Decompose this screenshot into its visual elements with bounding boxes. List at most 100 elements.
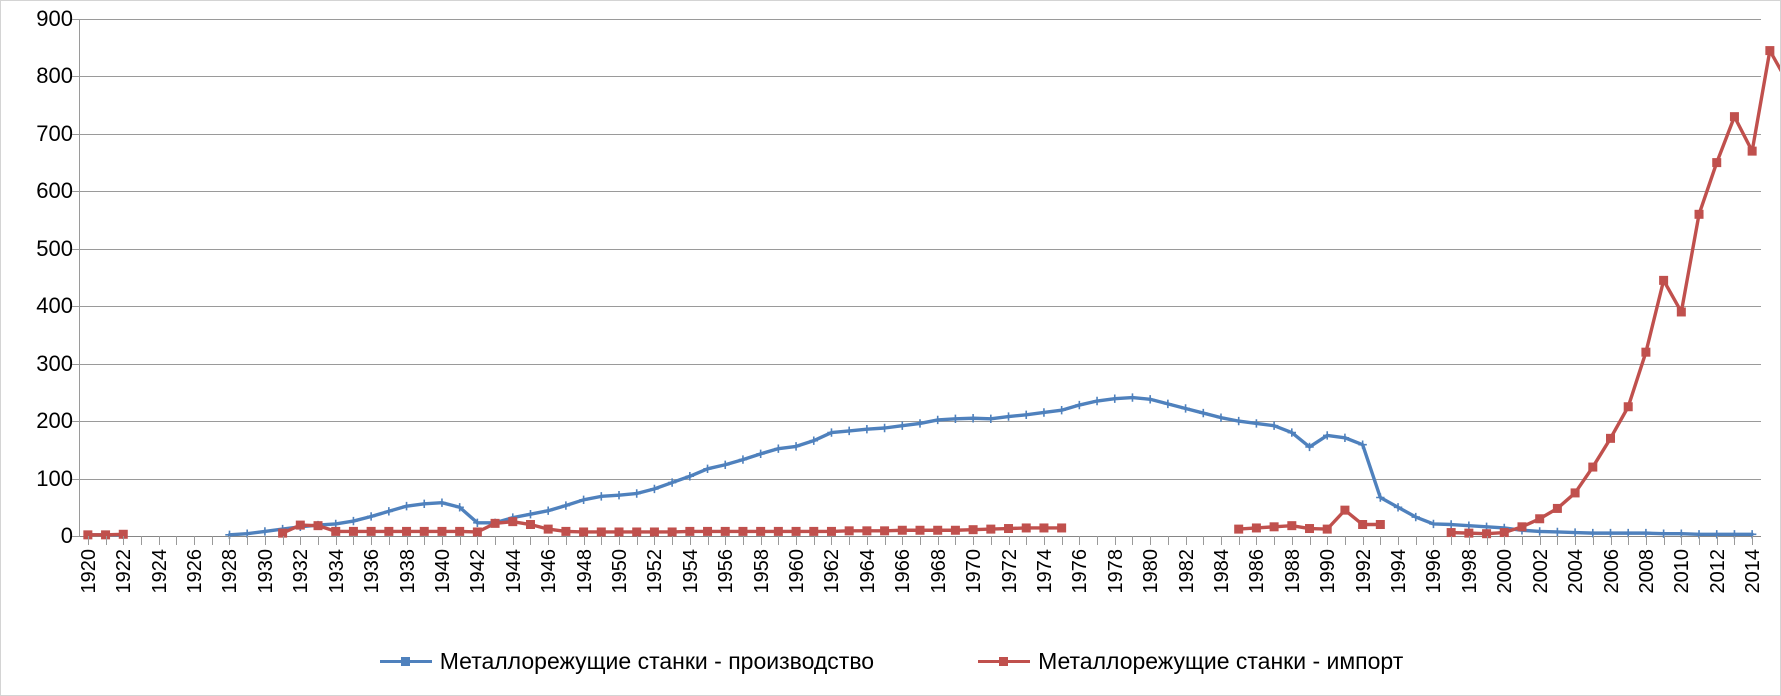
data-point-marker: [1199, 408, 1208, 418]
x-tick-label: 1988: [1281, 549, 1304, 594]
x-tick-mark: [318, 536, 320, 545]
x-axis-labels: 1920 1922 1924 1926 1928 1930 1932 1934 1936 1938…: [78, 549, 1764, 639]
x-tick-mark: [990, 536, 992, 545]
x-tick-label: 1932: [290, 549, 313, 594]
data-point-marker: [1163, 399, 1173, 409]
data-point-marker: [561, 526, 571, 536]
x-tick-mark: [884, 536, 886, 545]
data-point-marker: [1269, 421, 1279, 430]
data-point-marker: [331, 526, 341, 536]
data-point-marker: [1075, 400, 1084, 410]
x-tick-mark: [1344, 536, 1346, 545]
y-tick-mark: [72, 306, 80, 308]
x-tick-mark: [565, 536, 567, 545]
x-tick-label: 2014: [1742, 549, 1765, 594]
legend-swatch-production: [379, 653, 432, 669]
data-point-marker: [1234, 524, 1244, 534]
y-tick-label: 800: [36, 63, 73, 89]
data-point-marker: [862, 424, 872, 434]
data-point-marker: [402, 526, 412, 536]
y-tick-label: 300: [36, 350, 73, 376]
x-tick-mark: [441, 536, 443, 545]
legend-item-import[interactable]: Металлорежущие станки - импорт: [978, 648, 1403, 675]
data-point-marker: [419, 526, 429, 536]
x-tick-mark: [495, 536, 497, 545]
x-tick-label: 1992: [1352, 549, 1375, 594]
data-point-marker: [1287, 521, 1297, 531]
data-point-marker: [260, 527, 270, 536]
y-tick-mark: [72, 248, 80, 250]
x-tick-label: 1936: [361, 549, 384, 594]
x-tick-mark: [1132, 536, 1134, 545]
data-point-marker: [827, 428, 836, 437]
y-tick-label: 400: [36, 293, 73, 319]
x-tick-label: 1968: [927, 549, 950, 594]
x-tick-label: 1962: [821, 549, 844, 594]
x-tick-label: 1966: [892, 549, 915, 594]
x-tick-label: 1976: [1069, 549, 1092, 594]
x-tick-mark: [1504, 536, 1506, 545]
data-point-marker: [1411, 512, 1420, 522]
data-point-marker: [348, 526, 358, 536]
data-point-marker: [667, 478, 677, 487]
x-tick-mark: [477, 536, 479, 545]
data-point-marker: [1322, 524, 1332, 534]
data-point-marker: [1747, 146, 1757, 156]
data-point-marker: [1234, 416, 1243, 426]
x-tick-mark: [902, 536, 904, 545]
y-tick-mark: [72, 191, 80, 193]
data-point-marker: [349, 516, 358, 526]
data-point-marker: [756, 526, 766, 536]
data-point-marker: [1004, 412, 1013, 421]
x-tick-mark: [1327, 536, 1329, 545]
y-tick-label: 600: [36, 178, 73, 204]
data-point-marker: [1729, 112, 1739, 122]
y-tick-mark: [72, 19, 80, 20]
legend-item-production[interactable]: Металлорежущие станки - производство: [379, 648, 874, 675]
x-tick-mark: [140, 536, 142, 545]
series-lines: [83, 46, 1780, 540]
x-tick-mark: [1061, 536, 1063, 545]
gridline: [79, 478, 1761, 480]
y-tick-label: 900: [36, 6, 73, 31]
x-tick-label: 1942: [467, 549, 490, 594]
data-point-marker: [1110, 394, 1119, 403]
y-tick-mark: [72, 363, 80, 365]
data-point-marker: [898, 421, 907, 430]
data-point-marker: [1039, 408, 1049, 417]
x-tick-mark: [937, 536, 939, 545]
x-tick-label: 1994: [1388, 549, 1411, 594]
x-tick-label: 1944: [502, 549, 525, 594]
data-point-marker: [1676, 307, 1686, 317]
data-point-marker: [632, 489, 641, 498]
x-tick-mark: [707, 536, 709, 545]
data-point-marker: [809, 526, 819, 536]
x-tick-mark: [1451, 536, 1453, 545]
x-tick-mark: [1663, 536, 1665, 545]
x-tick-mark: [1167, 536, 1169, 545]
data-point-marker: [1624, 528, 1633, 538]
x-tick-mark: [831, 536, 833, 545]
data-point-marker: [366, 526, 376, 536]
x-tick-mark: [778, 536, 780, 545]
data-point-marker: [1606, 433, 1616, 443]
data-point-marker: [597, 492, 606, 501]
legend-label-import: Металлорежущие станки - импорт: [1038, 647, 1404, 674]
x-tick-label: 1948: [573, 549, 596, 594]
x-tick-mark: [1256, 536, 1258, 545]
gridline: [79, 363, 1761, 365]
data-point-marker: [1553, 527, 1562, 537]
data-point-marker: [1535, 527, 1544, 536]
data-point-marker: [809, 436, 818, 445]
data-point-marker: [1128, 393, 1137, 402]
x-tick-mark: [636, 536, 638, 545]
x-tick-mark: [512, 536, 514, 545]
x-tick-label: 1954: [679, 549, 702, 594]
x-tick-mark: [371, 536, 373, 545]
x-tick-label: 1998: [1458, 549, 1481, 594]
data-point-marker: [880, 526, 890, 536]
x-tick-label: 1974: [1033, 549, 1056, 594]
x-tick-label: 2002: [1529, 549, 1552, 594]
x-tick-mark: [1716, 536, 1718, 545]
